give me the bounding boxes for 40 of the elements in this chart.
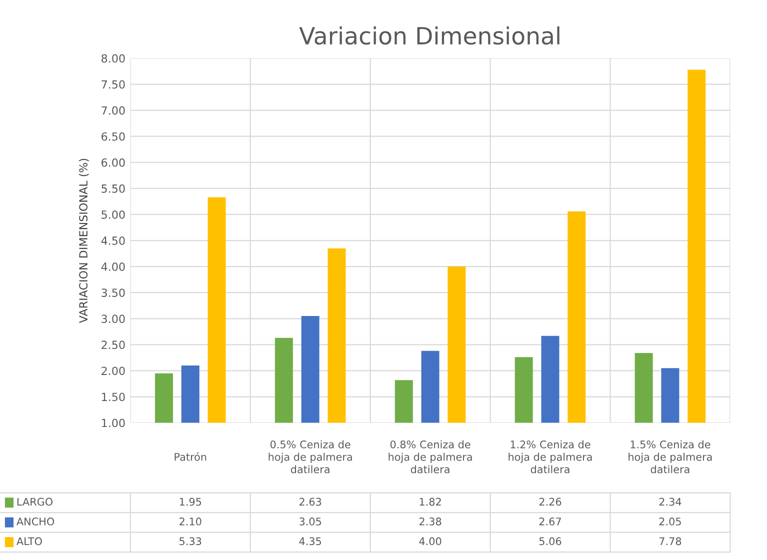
data-label: 2.05: [659, 518, 681, 526]
data-label: 4.00: [419, 537, 442, 546]
y-tick-label: 8.00: [102, 54, 125, 63]
x-tick-label: Patrón: [174, 452, 206, 461]
y-tick-label: 3.50: [102, 288, 125, 297]
y-tick-label: 4.50: [101, 236, 125, 245]
chart-title: Variacion Dimensional: [299, 26, 560, 45]
x-tick-label: 0.5% Ceniza de hoja de palmera datilera: [268, 440, 352, 474]
y-tick-label: 6.00: [102, 158, 125, 167]
data-label: 1.82: [420, 498, 441, 506]
data-label: 2.67: [539, 518, 561, 526]
data-label: 2.34: [659, 498, 682, 506]
data-label: 2.38: [419, 518, 442, 526]
y-tick-label: 5.00: [102, 210, 125, 219]
legend-label: ALTO: [16, 537, 42, 546]
data-label: 4.35: [299, 537, 322, 546]
data-label: 2.26: [539, 498, 562, 506]
y-tick-label: 5.50: [102, 184, 125, 193]
data-label: 5.06: [539, 537, 562, 546]
data-label: 2.63: [299, 498, 322, 506]
y-tick-label: 3.00: [102, 314, 125, 324]
x-tick-label: 0.8% Ceniza de hoja de palmera datilera: [388, 440, 472, 474]
x-tick-label: 1.5% Ceniza de hoja de palmera datilera: [628, 440, 712, 474]
data-label: 1.95: [180, 498, 202, 506]
y-tick-label: 1.00: [102, 418, 125, 428]
data-label: 2.10: [180, 518, 202, 526]
legend-label: ANCHO: [16, 518, 54, 526]
data-label: 3.05: [300, 518, 322, 526]
y-tick-label: 2.00: [102, 366, 125, 376]
y-tick-label: 4.00: [101, 262, 125, 271]
y-tick-label: 1.50: [102, 392, 125, 402]
y-tick-label: 7.00: [102, 106, 125, 115]
y-axis-title: VARIACION DIMENSIONAL (%): [78, 158, 89, 324]
y-tick-label: 7.50: [102, 80, 125, 89]
legend-label: LARGO: [17, 498, 53, 506]
data-label: 7.78: [659, 537, 682, 546]
data-label: 5.33: [180, 537, 202, 546]
y-tick-label: 2.50: [102, 340, 125, 350]
y-tick-label: 6.50: [102, 132, 125, 141]
x-tick-label: 1.2% Ceniza de hoja de palmera datilera: [508, 440, 592, 474]
